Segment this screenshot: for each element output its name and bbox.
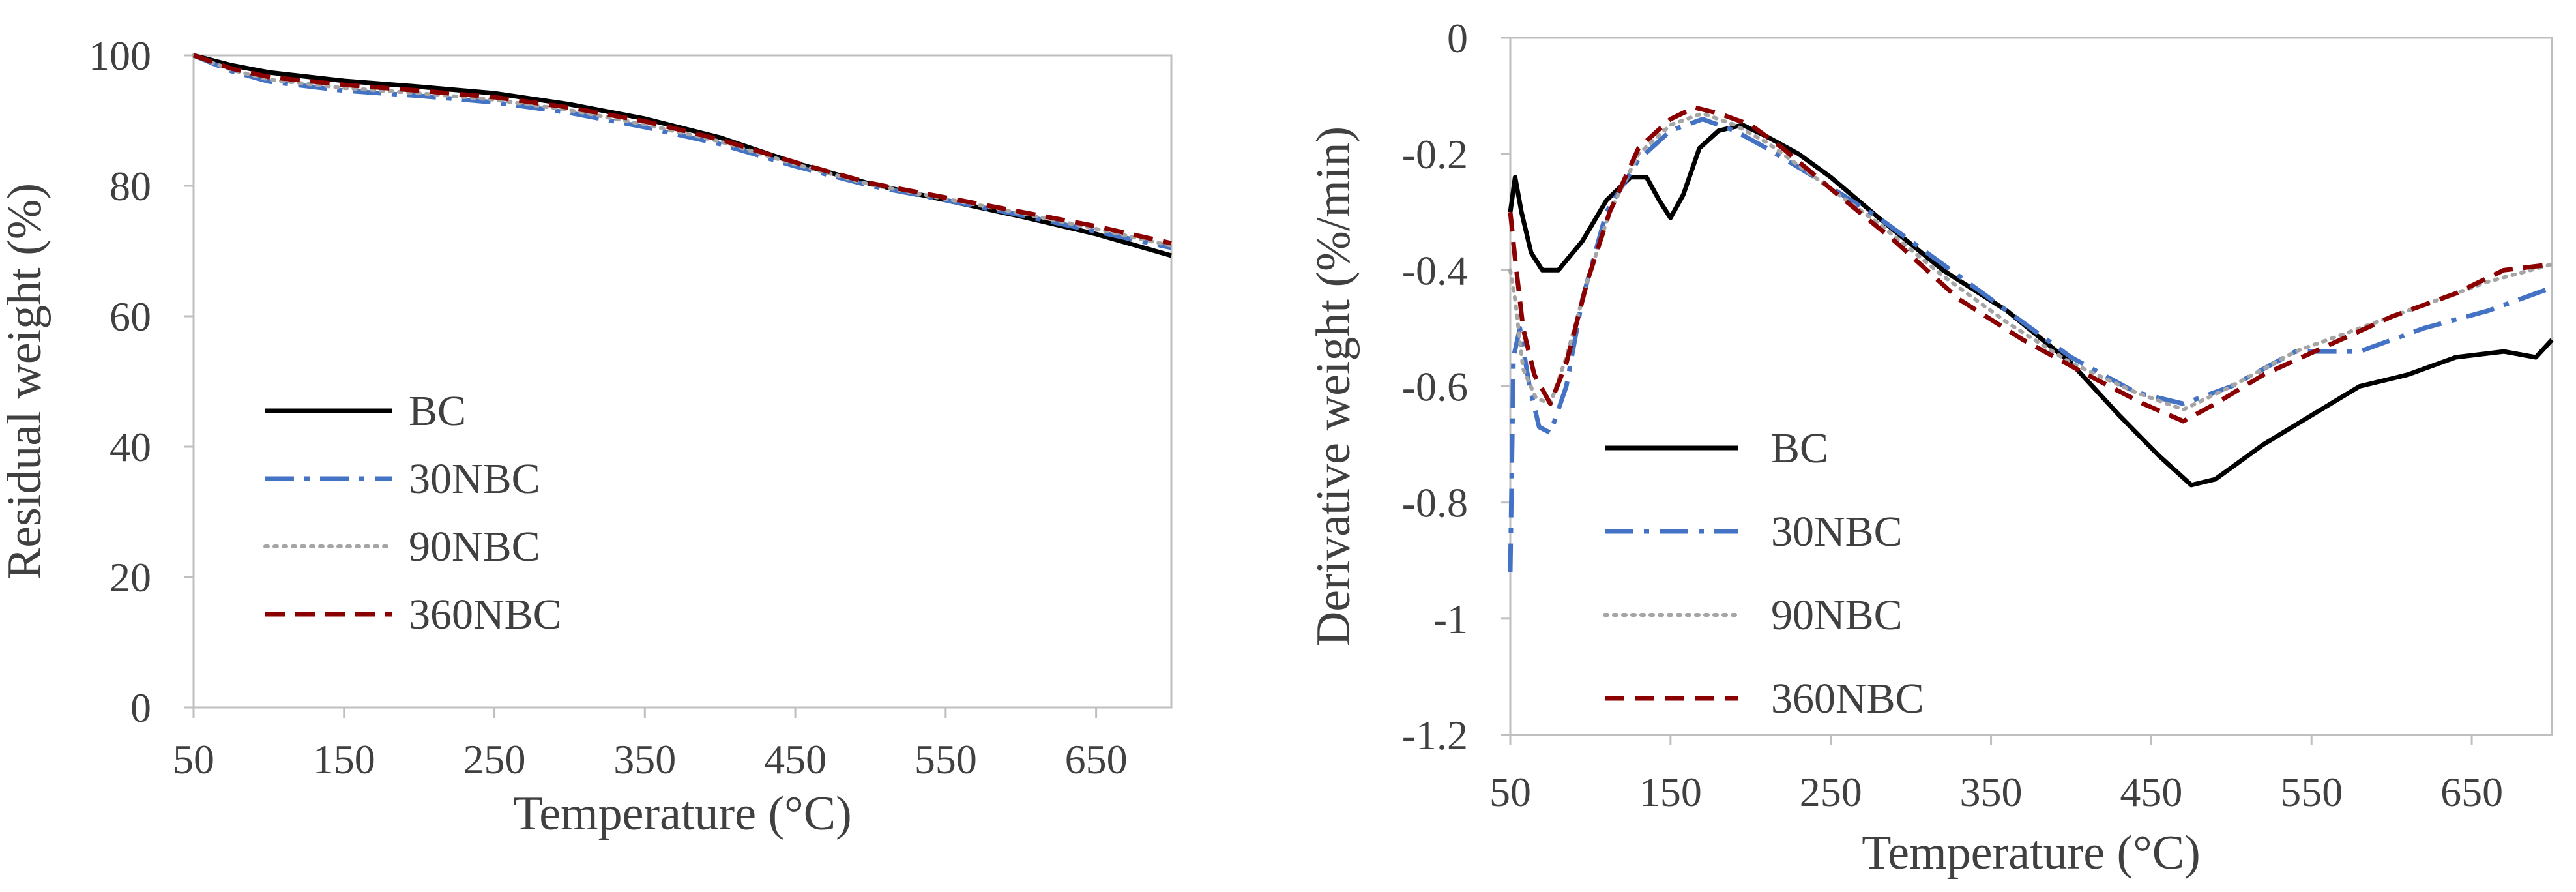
y-tick-label: -0.6 [1402, 364, 1468, 410]
chart-1: 50 150 250 350 450 550 650 0 20 40 60 80 100 Temperat… [0, 33, 1173, 840]
y-tick-label: 60 [110, 293, 151, 340]
series-line-90nbc [192, 53, 1173, 248]
series-line-90nbc [1508, 111, 2554, 412]
y-tick-label: 100 [89, 33, 151, 79]
x-tick-label: 350 [613, 736, 676, 782]
x-tick-label: 150 [313, 736, 375, 782]
legend-label-360nbc: 360NBC [409, 591, 562, 638]
x-tick-label: 450 [2120, 769, 2182, 815]
y-tick-label: -1 [1433, 596, 1468, 642]
y-tick-label: -0.8 [1402, 480, 1468, 526]
y-tick-label: 0 [1447, 15, 1468, 61]
x-tick-label: 250 [463, 736, 526, 782]
series-line-bc [193, 53, 1172, 258]
legend-label-90nbc: 90NBC [409, 523, 540, 571]
legend-label-90nbc: 90NBC [1771, 591, 1903, 639]
series-line-30nbc [192, 53, 1172, 250]
x-tick-label: 50 [1489, 769, 1531, 815]
x-axis-title: Temperature (°C) [1862, 826, 2201, 880]
y-tick-label: -0.4 [1402, 247, 1468, 293]
y-tick-label: -0.2 [1402, 131, 1468, 177]
y-tick-label: 80 [110, 163, 151, 209]
series-group [192, 53, 1173, 258]
x-tick-label: 150 [1639, 769, 1702, 815]
x-tick-label: 250 [1800, 769, 1862, 815]
legend-label-bc: BC [409, 387, 466, 435]
y-tick-label: 40 [110, 424, 151, 470]
legend-label-bc: BC [1771, 424, 1828, 472]
x-tick-label: 550 [915, 736, 977, 782]
legend-label-360nbc: 360NBC [1771, 675, 1924, 722]
legend: BC 30NBC 90NBC 360NBC [263, 387, 562, 638]
x-tick-label: 650 [2440, 769, 2503, 815]
chart-2: 50 150 250 350 450 550 650 -1.2 -1 -0.8 -0.6 -0.4 -0… [1307, 15, 2554, 880]
legend-label-30nbc: 30NBC [409, 455, 540, 503]
y-tick-label: 20 [110, 554, 151, 601]
series-line-360nbc [1508, 105, 2553, 424]
x-tick-label: 550 [2280, 769, 2343, 815]
y-axis-title: Residual weight (%) [0, 183, 51, 580]
legend: BC 30NBC 90NBC 360NBC [1603, 424, 1924, 722]
y-tick-label: 0 [130, 685, 151, 731]
series-line-360nbc [192, 53, 1172, 246]
legend-label-30nbc: 30NBC [1771, 508, 1903, 556]
x-axis-title: Temperature (°C) [513, 787, 852, 840]
x-tick-label: 450 [764, 736, 827, 782]
plot-area-frame [192, 54, 1173, 709]
series-line-30nbc [1508, 117, 2553, 572]
y-axis-title: Derivative weight (%/min) [1307, 126, 1360, 646]
series-line-bc [1508, 123, 2554, 488]
x-tick-label: 350 [1960, 769, 2023, 815]
series-group [1508, 105, 2554, 572]
y-tick-label: -1.2 [1402, 712, 1468, 758]
x-tick-label: 650 [1065, 736, 1128, 782]
plot-area-frame [1509, 37, 2553, 736]
x-tick-label: 50 [173, 736, 214, 782]
